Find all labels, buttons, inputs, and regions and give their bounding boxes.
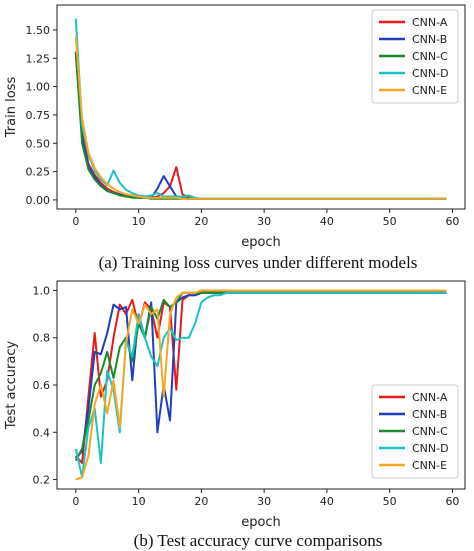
legend-label: CNN-E	[412, 459, 447, 472]
legend-label: CNN-D	[412, 67, 449, 80]
legend-label: CNN-C	[412, 50, 448, 63]
x-tick-label: 20	[194, 495, 208, 508]
x-tick-label: 0	[72, 215, 79, 228]
x-tick-label: 30	[257, 215, 271, 228]
legend-label: CNN-A	[412, 391, 448, 404]
series-line-cnn-e	[75, 289, 447, 481]
x-tick-label: 60	[445, 215, 459, 228]
legend-label: CNN-B	[412, 408, 447, 421]
y-tick-label: 1.0	[33, 284, 51, 297]
y-tick-label: 0.50	[26, 137, 51, 150]
legend-box	[371, 9, 459, 104]
legend-label: CNN-A	[412, 16, 448, 29]
x-ticks: 0 10 20 30 40 50 60	[72, 209, 459, 228]
legend-label: CNN-C	[412, 425, 448, 438]
x-tick-label: 10	[132, 495, 146, 508]
y-ticks: 0.2 0.4 0.6 0.8 1.0	[33, 284, 57, 487]
series-lines	[74, 289, 447, 481]
legend: CNN-A CNN-B CNN-C CNN-D CNN-E	[371, 384, 459, 479]
train-loss-chart: 0 10 20 30 40 50 60 0.00 0.25 0.50 0.75 1.00 1.25 1.…	[4, 4, 466, 272]
y-tick-label: 1.25	[26, 52, 51, 65]
x-axis-label: epoch	[241, 235, 281, 250]
y-tick-label: 0.4	[33, 426, 51, 439]
series-line-cnn-e	[74, 36, 447, 200]
x-axis-label: epoch	[241, 515, 281, 530]
chart-caption: (a) Training loss curves under different…	[99, 253, 418, 272]
x-tick-label: 40	[320, 215, 334, 228]
y-tick-label: 1.00	[26, 81, 51, 94]
legend: CNN-A CNN-B CNN-C CNN-D CNN-E	[371, 9, 459, 104]
legend-label: CNN-E	[412, 84, 447, 97]
series-line-cnn-d	[74, 18, 447, 200]
x-tick-label: 20	[194, 215, 208, 228]
y-tick-label: 0.00	[26, 194, 51, 207]
legend-label: CNN-B	[412, 33, 447, 46]
x-tick-label: 30	[257, 495, 271, 508]
y-tick-label: 1.50	[26, 24, 51, 37]
x-tick-label: 50	[383, 495, 397, 508]
test-accuracy-chart: 0 10 20 30 40 50 60 0.2 0.4 0.6 0.8 1.0 epoch Test…	[4, 280, 466, 550]
series-line-cnn-d	[74, 291, 447, 479]
y-ticks: 0.00 0.25 0.50 0.75 1.00 1.25 1.50	[26, 24, 57, 207]
y-tick-label: 0.6	[33, 379, 51, 392]
x-tick-label: 60	[445, 495, 459, 508]
y-tick-label: 0.75	[26, 109, 51, 122]
series-lines	[74, 18, 447, 200]
y-tick-label: 0.25	[26, 166, 51, 179]
x-ticks: 0 10 20 30 40 50 60	[72, 489, 459, 508]
y-axis-label: Test accuracy	[4, 341, 19, 431]
y-tick-label: 0.8	[33, 332, 51, 345]
x-tick-label: 40	[320, 495, 334, 508]
legend-box	[371, 384, 459, 479]
x-tick-label: 10	[132, 215, 146, 228]
chart-caption: (b) Test accuracy curve comparisons	[134, 531, 383, 550]
legend-label: CNN-D	[412, 442, 449, 455]
x-tick-label: 0	[72, 495, 79, 508]
x-tick-label: 50	[383, 215, 397, 228]
y-axis-label: Train loss	[4, 77, 19, 139]
y-tick-label: 0.2	[33, 474, 51, 487]
